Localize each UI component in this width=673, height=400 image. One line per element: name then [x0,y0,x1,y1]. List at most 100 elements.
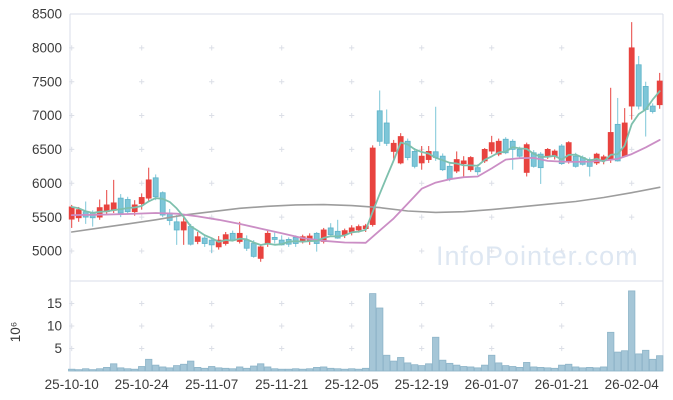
volume-bar [551,367,559,372]
volume-bar [166,367,174,372]
volume-bar [586,366,594,372]
candle-body-up [488,142,495,152]
candle-body-up [544,148,551,157]
candle-body-down [383,122,390,144]
volume-bar [243,367,251,372]
candle-body-up [215,239,222,248]
volume-bar [446,362,454,372]
volume-bar [124,368,132,372]
date-tick-label: 25-12-19 [395,377,449,392]
volume-bar [103,366,111,372]
candle-body-down [411,151,418,167]
candle-body-down [586,159,593,167]
candle-body-up [222,234,229,244]
tick-label: 8500 [32,7,62,22]
volume-bar [523,362,531,372]
volume-bar [579,367,587,372]
volume-bar [404,362,412,372]
candle-body-down [614,123,621,162]
volume-bar [544,367,552,372]
candle-body-down [474,167,481,173]
tick-label: 7000 [32,108,62,123]
price-axis-labels: 8500 8000 7500 7000 6500 6000 5500 5000 [32,7,62,259]
candle-body-up [418,155,425,164]
volume-bar [355,368,363,372]
candle-body-down [327,227,334,236]
candlesticks [68,22,663,262]
volume-bar [376,307,384,372]
volume-bar [432,336,440,372]
axes [69,13,664,372]
volume-bar [138,366,146,372]
volume-bar [593,367,601,372]
candle-body-down [516,148,523,157]
candle-body-down [376,110,383,142]
candle-body-up [453,159,460,172]
volume-bar [327,367,335,372]
volume-bar [607,331,615,372]
volume-bar [187,360,195,372]
candle-body-up [138,197,145,204]
ma-mid-line [70,139,661,244]
candle-body-up [264,232,271,244]
volume-unit-label: 10⁶ [8,322,23,343]
candle-body-up [369,147,376,225]
volume-bar [390,360,398,372]
volume-bar [180,363,188,372]
candle-body-down [243,239,250,249]
candle-body-up [75,209,82,219]
candle-body-up [236,232,243,242]
tick-label: 10 [47,319,62,334]
candle-body-up [68,206,75,220]
volume-axis-labels: 15 10 5 [47,296,62,356]
volume-bar [383,354,391,372]
volume-bar [439,359,447,372]
candle-body-up [257,246,264,259]
volume-bars [68,290,664,372]
volume-bar [502,365,510,372]
volume-bar [215,367,223,372]
volume-bar [75,369,83,372]
volume-bar [628,290,636,372]
volume-bar [313,366,321,372]
volume-bar [509,366,517,372]
tick-label: 6500 [32,142,62,157]
volume-bar [145,358,153,372]
candle-body-up [355,226,362,231]
candle-body-up [565,142,572,162]
candle-body-up [390,142,397,152]
date-tick-label: 25-10-24 [115,377,170,392]
volume-bar [516,366,524,372]
tick-label: 5000 [32,244,62,259]
volume-bar [250,365,258,372]
volume-bar [635,353,643,372]
candle-body-down [201,237,208,244]
tick-label: 8000 [32,41,62,56]
volume-bar [558,364,566,372]
candle-body-down [187,226,194,245]
date-tick-label: 25-10-10 [45,377,99,392]
volume-bar [488,354,496,372]
date-tick-label: 25-11-07 [185,377,238,392]
volume-bar [285,368,293,372]
volume-bar [537,366,545,372]
candle-body-up [145,179,152,199]
volume-bar [264,366,272,372]
volume-bar [320,366,328,372]
volume-bar [362,367,370,372]
volume-bar [614,351,622,372]
candle-body-up [467,157,474,171]
volume-bar [229,368,237,372]
candle-body-down [635,64,642,107]
volume-bar [656,355,664,372]
volume-bar [208,366,216,372]
volume-bar [292,368,300,372]
tick-label: 5500 [32,210,62,225]
volume-bar [348,368,356,372]
volume-bar [572,366,580,372]
candle-body-down [509,140,516,150]
volume-bar [397,357,405,372]
volume-bar [89,369,97,372]
